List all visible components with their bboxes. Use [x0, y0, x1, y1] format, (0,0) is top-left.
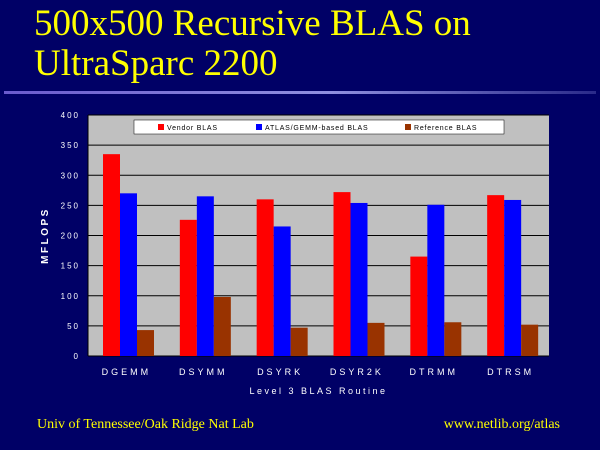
y-tick-label: 150 [61, 262, 80, 271]
x-tick-label: DSYMM [179, 367, 228, 377]
bar [333, 192, 351, 356]
y-tick-label: 350 [61, 141, 80, 150]
y-tick-label: 100 [61, 292, 80, 301]
y-tick-label: 50 [67, 322, 80, 331]
y-tick-label: 250 [61, 201, 80, 210]
legend-swatch [256, 124, 262, 130]
x-axis-title: Level 3 BLAS Routine [249, 386, 387, 396]
bar [120, 193, 137, 356]
bar [444, 322, 462, 356]
x-tick-label: DTRSM [487, 367, 534, 377]
footer-institution: Univ of Tennessee/Oak Ridge Nat Lab [37, 417, 254, 432]
bar [137, 330, 154, 356]
title-divider [4, 91, 596, 94]
slide-title-line1: 500x500 Recursive BLAS on [34, 3, 471, 44]
y-tick-label: 300 [61, 171, 80, 180]
bar [196, 196, 214, 356]
slide-title: 500x500 Recursive BLAS on UltraSparc 220… [34, 4, 594, 84]
y-tick-label: 0 [74, 352, 80, 361]
bar [504, 199, 522, 356]
legend-label: Reference BLAS [414, 125, 477, 132]
bar [103, 154, 120, 356]
bar [487, 195, 505, 356]
bar [367, 322, 385, 356]
bar [290, 327, 308, 356]
bar [410, 256, 428, 356]
bar [521, 324, 539, 356]
legend-swatch [405, 124, 411, 130]
legend-swatch [158, 124, 164, 130]
y-tick-label: 200 [61, 232, 80, 241]
y-axis-title: MFLOPS [40, 207, 51, 264]
bar [273, 226, 291, 356]
bar [350, 202, 368, 356]
footer-url[interactable]: www.netlib.org/atlas [443, 417, 560, 432]
x-tick-label: DSYR2K [330, 367, 384, 377]
legend [133, 119, 505, 135]
bar [256, 199, 274, 356]
slide-title-line2: UltraSparc 2200 [34, 43, 278, 84]
legend-label: Vendor BLAS [167, 125, 218, 132]
x-tick-label: DGEMM [102, 367, 152, 377]
legend-label: ATLAS/GEMM-based BLAS [265, 125, 368, 132]
bar [179, 219, 197, 356]
x-tick-label: DSYRK [257, 367, 303, 377]
y-tick-label: 400 [61, 111, 80, 120]
bar [213, 296, 231, 356]
bar [427, 204, 445, 356]
x-tick-label: DTRMM [410, 367, 459, 377]
